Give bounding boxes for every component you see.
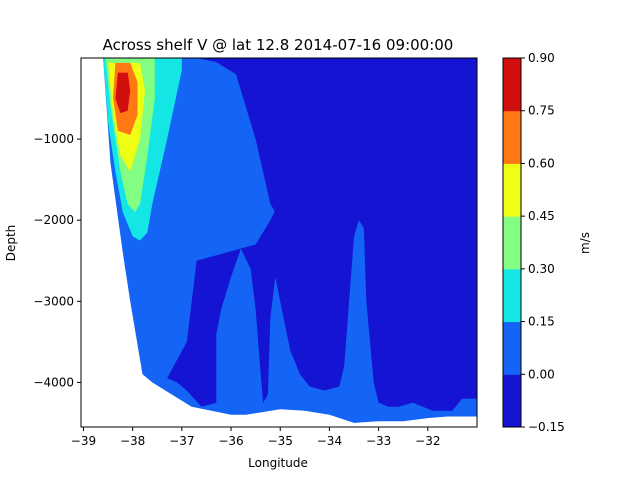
x-axis-title: Longitude: [248, 456, 308, 470]
chart-title: Across shelf V @ lat 12.8 2014-07-16 09:…: [103, 36, 454, 54]
colorbar-frame: [502, 57, 522, 428]
x-tick-label: −39: [71, 434, 96, 448]
x-axis: −39 −38 −37 −36 −35 −34 −33 −32: [71, 427, 440, 448]
contour-region-6: [115, 72, 131, 114]
x-tick-label: −35: [268, 434, 293, 448]
y-axis: −1000 −2000 −3000 −4000: [33, 132, 81, 389]
colorbar-segment: [503, 268, 521, 323]
colorbar-tick-label: 0.00: [528, 367, 555, 381]
colorbar-tick-label: −0.15: [528, 420, 565, 434]
x-tick-label: −33: [366, 434, 391, 448]
colorbar-tick-label: 0.75: [528, 104, 555, 118]
x-tick-label: −36: [218, 434, 243, 448]
colorbar-tick-label: 0.15: [528, 315, 555, 329]
y-tick-label: −1000: [33, 132, 74, 146]
y-axis-title: Depth: [4, 225, 18, 262]
x-tick-label: −37: [169, 434, 194, 448]
contour-regions: [103, 58, 477, 423]
x-tick-label: −38: [120, 434, 145, 448]
colorbar-tick-label: 0.45: [528, 209, 555, 223]
colorbar-segment: [503, 216, 521, 270]
plot-frame: [80, 57, 478, 428]
colorbar-segment: [503, 163, 521, 217]
colorbar-segment: [503, 321, 521, 375]
colorbar: −0.15 0.00 0.15 0.30 0.45 0.60 0.75 0.90: [502, 51, 565, 434]
colorbar-tick-label: 0.30: [528, 262, 555, 276]
colorbar-label: m/s: [578, 232, 592, 254]
y-tick-label: −4000: [33, 375, 74, 389]
colorbar-tick-label: 0.60: [528, 156, 555, 170]
x-tick-label: −34: [317, 434, 342, 448]
y-tick-label: −3000: [33, 294, 74, 308]
colorbar-segment: [503, 58, 521, 112]
x-tick-label: −32: [415, 434, 440, 448]
colorbar-tick-label: 0.90: [528, 51, 555, 65]
colorbar-segment: [503, 374, 521, 428]
colorbar-segment: [503, 110, 521, 164]
plot-area: [80, 57, 478, 428]
contour-region-1: [167, 58, 477, 411]
y-tick-label: −2000: [33, 213, 74, 227]
